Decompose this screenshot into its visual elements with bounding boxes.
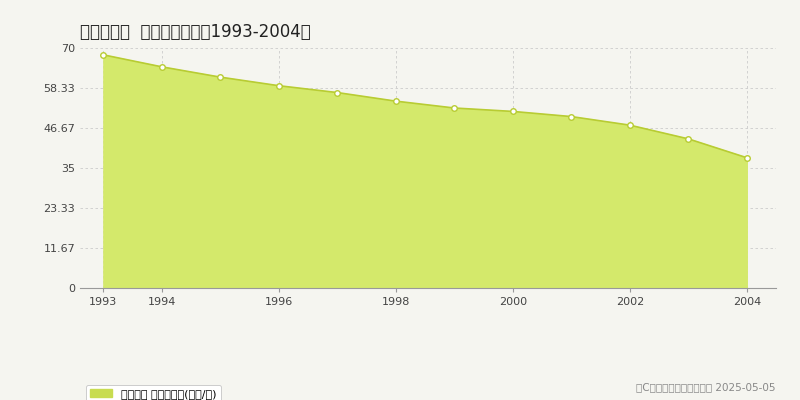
Legend: 公示地価 平均嵪単価(万円/嵪): 公示地価 平均嵪単価(万円/嵪) bbox=[86, 385, 221, 400]
Text: （C）土地価格ドットコム 2025-05-05: （C）土地価格ドットコム 2025-05-05 bbox=[637, 382, 776, 392]
Text: 坂出市本町  公示地価推移［1993-2004］: 坂出市本町 公示地価推移［1993-2004］ bbox=[80, 23, 310, 41]
